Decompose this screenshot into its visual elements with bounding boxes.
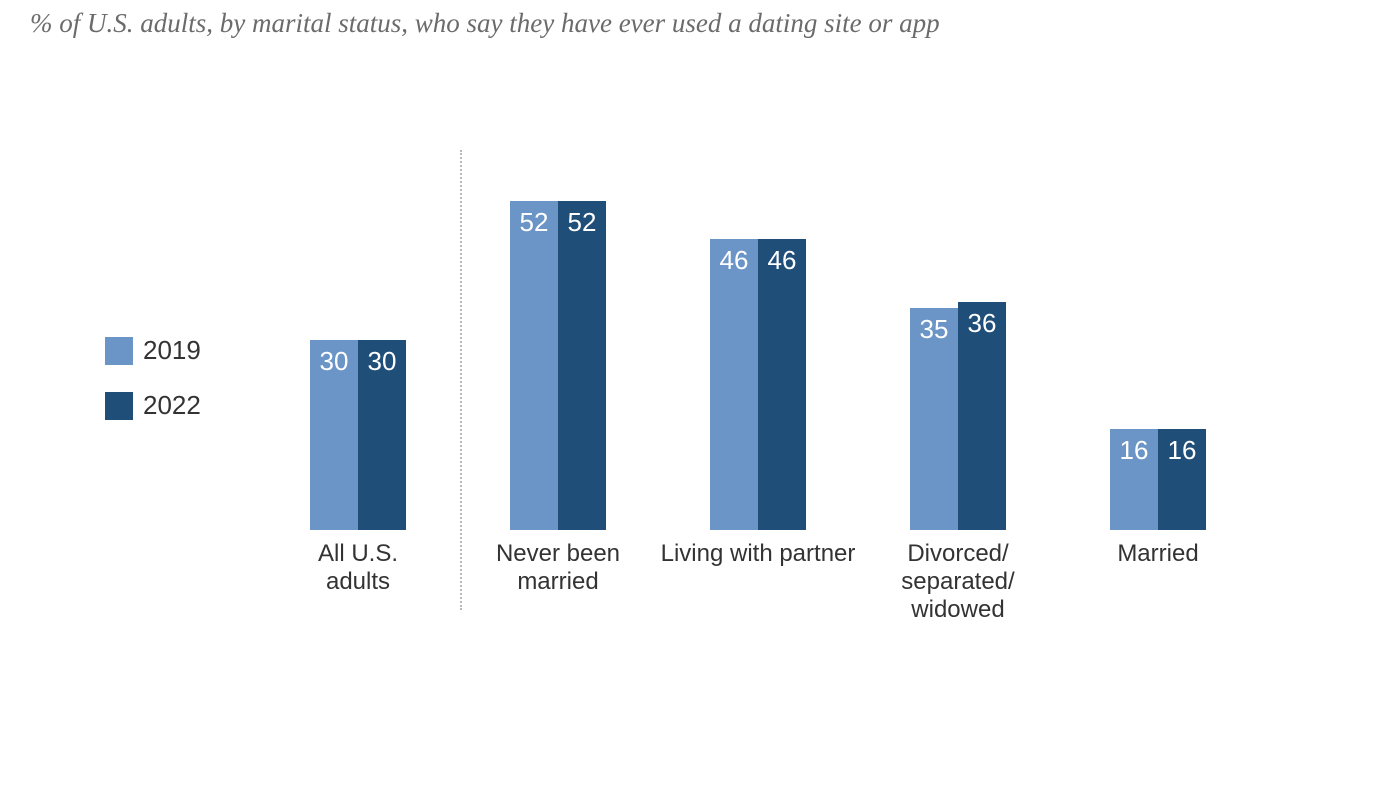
category-label: All U.S. adults <box>283 540 433 596</box>
chart-container: % of U.S. adults, by marital status, who… <box>0 0 1400 789</box>
bar-value-label: 52 <box>510 207 558 238</box>
bar: 46 <box>710 239 758 530</box>
plot-area: 3030All U.S. adults 5252Never been marrie… <box>310 150 1370 530</box>
bar-value-label: 30 <box>358 346 406 377</box>
category-label: Never been married <box>458 540 658 596</box>
bar: 36 <box>958 302 1006 530</box>
bar: 46 <box>758 239 806 530</box>
category-label: Divorced/ separated/ widowed <box>858 540 1058 624</box>
bar-group: 5252Never been married <box>510 150 606 530</box>
bar-value-label: 30 <box>310 346 358 377</box>
bar-value-label: 36 <box>958 308 1006 339</box>
bar-group: 1616Married <box>1110 150 1206 530</box>
bar: 16 <box>1158 429 1206 530</box>
bar: 35 <box>910 308 958 530</box>
bar: 30 <box>358 340 406 530</box>
legend-swatch-2022 <box>105 392 133 420</box>
bar: 30 <box>310 340 358 530</box>
legend: 2019 2022 <box>105 335 201 421</box>
bar-value-label: 16 <box>1158 435 1206 466</box>
bar: 52 <box>510 201 558 530</box>
bar-value-label: 46 <box>710 245 758 276</box>
bar-group: 3536Divorced/ separated/ widowed <box>910 150 1006 530</box>
legend-label-2022: 2022 <box>143 390 201 421</box>
legend-label-2019: 2019 <box>143 335 201 366</box>
legend-item-2022: 2022 <box>105 390 201 421</box>
category-label: Married <box>1058 540 1258 568</box>
bar-value-label: 52 <box>558 207 606 238</box>
bar-group: 4646Living with partner <box>710 150 806 530</box>
bar-group: 3030All U.S. adults <box>310 150 406 530</box>
category-label: Living with partner <box>658 540 858 568</box>
legend-swatch-2019 <box>105 337 133 365</box>
bar-value-label: 35 <box>910 314 958 345</box>
bar: 52 <box>558 201 606 530</box>
bar-value-label: 46 <box>758 245 806 276</box>
legend-item-2019: 2019 <box>105 335 201 366</box>
bar: 16 <box>1110 429 1158 530</box>
chart-title: % of U.S. adults, by marital status, who… <box>30 8 940 39</box>
bar-value-label: 16 <box>1110 435 1158 466</box>
